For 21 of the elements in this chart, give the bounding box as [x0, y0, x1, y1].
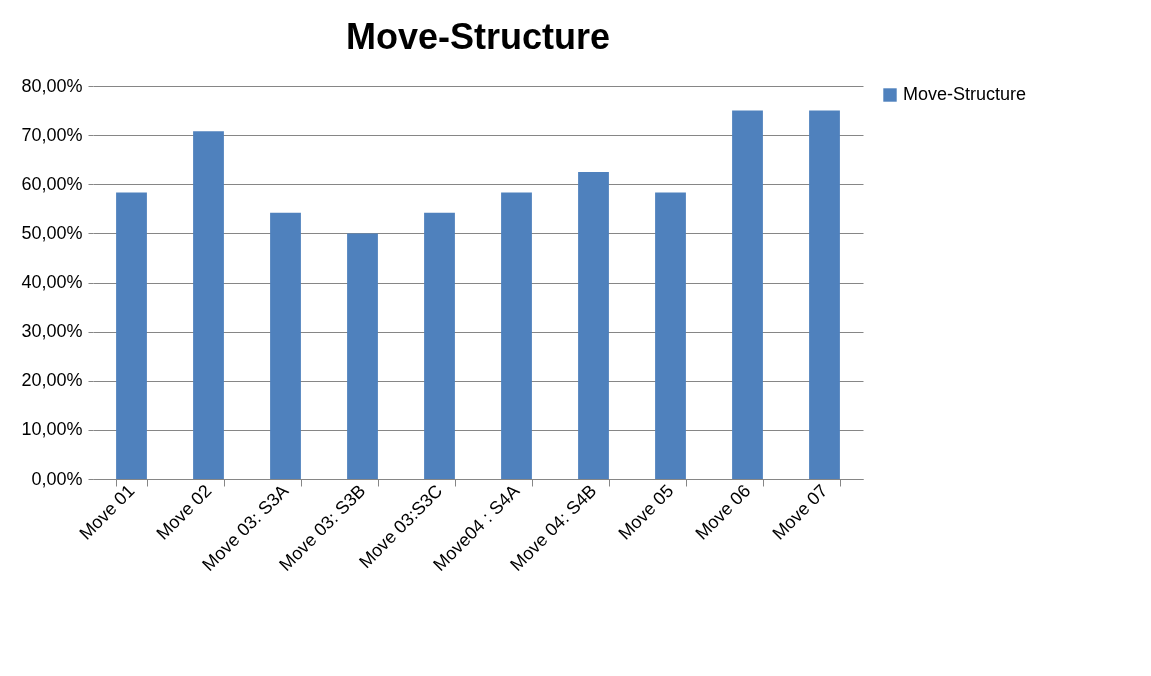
y-tick-label: 70,00%	[21, 124, 83, 145]
bar	[193, 131, 224, 479]
chart-title: Move-Structure	[345, 16, 611, 57]
y-tick-label: 60,00%	[21, 173, 83, 194]
bar	[732, 110, 763, 479]
legend-label: Move-Structure	[903, 84, 1027, 104]
bar	[424, 212, 455, 479]
y-tick-label: 50,00%	[21, 222, 83, 243]
y-tick-label: 80,00%	[21, 75, 83, 96]
bar	[347, 233, 378, 479]
bar	[270, 212, 301, 479]
y-tick-label: 40,00%	[21, 272, 83, 292]
bar	[116, 192, 147, 479]
y-tick-label: 30,00%	[21, 321, 83, 342]
y-tick-label: 20,00%	[21, 370, 83, 391]
bar	[501, 192, 532, 479]
bar	[655, 192, 686, 479]
y-tick-label: 0,00%	[31, 468, 83, 489]
y-tick-label: 10,00%	[21, 419, 83, 440]
bar	[809, 110, 840, 479]
bar	[578, 171, 609, 479]
